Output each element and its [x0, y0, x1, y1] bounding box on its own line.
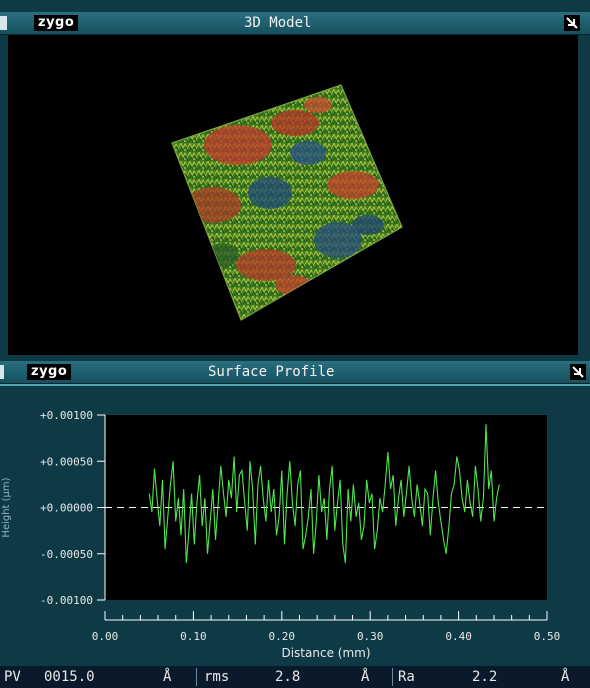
model-window: zygo 3D Model: [0, 12, 590, 355]
x-tick-label: 0.00: [92, 630, 119, 643]
zygo-logo: zygo: [27, 364, 72, 380]
3d-model-viewport[interactable]: [8, 35, 578, 355]
statistics-bar: PV 0015.0 Å rms 2.8 Å Ra 2.2 Å: [0, 666, 590, 688]
x-tick-label: 0.10: [180, 630, 207, 643]
x-tick-label: 0.30: [357, 630, 384, 643]
ra-value: 2.2: [472, 669, 498, 685]
y-tick-label: +0.00100: [40, 409, 93, 422]
divider: [196, 668, 197, 686]
ra-label: Ra: [398, 669, 415, 685]
profile-titlebar[interactable]: zygo Surface Profile: [0, 361, 590, 384]
model-titlebar[interactable]: zygo 3D Model: [0, 12, 590, 35]
surface-profile-panel: +0.00100 +0.00050 +0.00000 -0.00050 -0.00100…: [0, 384, 590, 669]
profile-trace: [148, 424, 500, 564]
y-tick-label: -0.00050: [40, 548, 93, 561]
x-tick-label: 0.20: [269, 630, 296, 643]
pin-icon-graphic: [572, 366, 584, 378]
profile-window-title: Surface Profile: [208, 364, 335, 380]
surface-profile-chart[interactable]: +0.00100 +0.00050 +0.00000 -0.00050 -0.00100…: [0, 386, 590, 669]
pin-icon-graphic: [566, 17, 578, 29]
model-window-title: 3D Model: [244, 15, 312, 31]
y-tick-label: +0.00050: [40, 455, 93, 468]
pin-icon[interactable]: [564, 15, 580, 31]
pv-label: PV: [4, 669, 21, 685]
window-menu-button[interactable]: [0, 365, 4, 379]
pv-value: 0015.0: [44, 669, 95, 685]
rms-unit: Å: [361, 669, 370, 685]
zygo-logo: zygo: [34, 15, 79, 31]
rms-value: 2.8: [275, 669, 301, 685]
pin-icon[interactable]: [570, 364, 586, 380]
ra-unit: Å: [561, 669, 570, 685]
window-menu-button[interactable]: [0, 16, 7, 30]
y-tick-label: -0.00100: [40, 594, 93, 607]
rms-label: rms: [204, 669, 230, 685]
x-tick-label: 0.50: [534, 630, 561, 643]
surface-3d-render: [171, 84, 403, 321]
y-tick-label: +0.00000: [40, 502, 93, 515]
x-tick-label: 0.40: [445, 630, 472, 643]
x-axis-label: Distance (mm): [281, 646, 370, 660]
divider: [392, 668, 393, 686]
pv-unit: Å: [163, 669, 172, 685]
y-axis-label: Height (µm): [1, 477, 12, 537]
